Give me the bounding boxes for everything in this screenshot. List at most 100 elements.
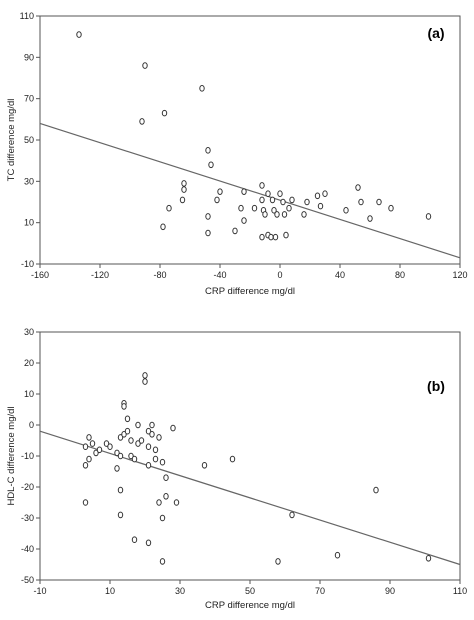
y-tick-label: 90 [24, 52, 34, 62]
data-point [82, 443, 89, 451]
data-point [229, 455, 236, 463]
data-point [259, 182, 265, 189]
data-point [358, 198, 364, 206]
data-point [159, 558, 166, 565]
data-point [269, 196, 276, 204]
y-tick-label: 10 [24, 389, 34, 399]
data-point [425, 555, 432, 562]
x-axis-label: CRP difference mg/dl [205, 600, 295, 611]
data-point [241, 188, 247, 195]
data-point [262, 211, 268, 218]
data-point [289, 196, 295, 204]
plot-frame [39, 15, 461, 265]
data-point [283, 231, 289, 239]
y-tick-label: -40 [21, 544, 34, 554]
data-point [181, 180, 187, 187]
data-point [314, 192, 321, 200]
data-point [149, 431, 155, 438]
data-point [425, 213, 432, 220]
data-point [181, 186, 187, 193]
data-point [117, 511, 124, 519]
data-point [301, 211, 307, 218]
data-point [86, 434, 92, 441]
x-tick-label: -80 [153, 270, 166, 280]
x-tick-label: 10 [105, 586, 115, 596]
data-point [367, 215, 373, 222]
data-point [114, 465, 120, 472]
data-point [373, 486, 379, 494]
data-point [96, 446, 103, 454]
data-point [343, 206, 349, 214]
data-point [139, 118, 145, 125]
data-point [166, 204, 172, 212]
data-point [82, 499, 89, 506]
data-point [145, 539, 152, 547]
data-point [259, 196, 265, 204]
data-point [173, 499, 180, 506]
panel-tag: (a) [427, 25, 444, 41]
y-tick-label: 70 [24, 94, 34, 104]
data-point [205, 213, 211, 220]
y-tick-label: -30 [21, 513, 34, 523]
data-point [289, 511, 295, 519]
data-point [145, 462, 152, 469]
data-point [334, 551, 341, 559]
y-axis-label: HDL-C difference mg/dl [6, 406, 17, 505]
data-point [89, 440, 96, 447]
data-point [268, 233, 274, 241]
data-point [117, 486, 124, 494]
data-point [159, 458, 166, 466]
data-point [161, 109, 168, 117]
data-point [135, 421, 141, 429]
data-point [149, 421, 155, 429]
data-point [388, 204, 394, 212]
data-point [159, 514, 166, 522]
y-tick-label: 10 [24, 218, 34, 228]
x-tick-label: 40 [335, 270, 345, 280]
data-point [131, 455, 138, 463]
data-point [277, 190, 283, 198]
data-point [241, 217, 247, 224]
x-tick-label: 70 [315, 586, 325, 596]
regression-line [39, 430, 461, 566]
data-point [355, 184, 361, 191]
y-tick-label: 30 [24, 327, 34, 337]
data-point [265, 190, 271, 198]
x-tick-label: 90 [385, 586, 395, 596]
y-tick-label: -50 [21, 575, 34, 585]
data-point [82, 462, 89, 469]
x-axis-label: CRP difference mg/dl [205, 286, 295, 297]
y-tick-label: 0 [29, 420, 34, 430]
data-point [208, 161, 214, 169]
data-point [205, 147, 211, 154]
data-point [199, 85, 205, 92]
y-tick-label: -10 [21, 451, 34, 461]
data-point [217, 188, 223, 195]
data-point [163, 474, 169, 482]
data-point [170, 424, 176, 432]
data-point [205, 229, 211, 237]
data-point [152, 446, 159, 454]
x-tick-label: 30 [175, 586, 185, 596]
data-point [107, 443, 113, 451]
data-point [138, 437, 145, 444]
data-point [322, 190, 328, 198]
x-tick-label: -160 [31, 270, 49, 280]
plot-frame [39, 331, 461, 581]
data-point [145, 443, 152, 451]
x-tick-label: 80 [395, 270, 405, 280]
data-point [272, 233, 279, 241]
data-point [128, 437, 134, 444]
panel-b: -10 10 30 50 70 90 110 -50 -40 -30 -20 -10 0 10 20 30 (b… [6, 327, 467, 611]
data-point [275, 558, 281, 565]
x-tick-label: 0 [277, 270, 282, 280]
data-point [131, 536, 138, 544]
data-point [201, 462, 208, 469]
data-point [281, 211, 288, 218]
data-point [304, 198, 310, 206]
y-tick-label: 30 [24, 176, 34, 186]
data-point [280, 198, 286, 206]
data-point [117, 452, 124, 460]
data-point [124, 415, 131, 423]
